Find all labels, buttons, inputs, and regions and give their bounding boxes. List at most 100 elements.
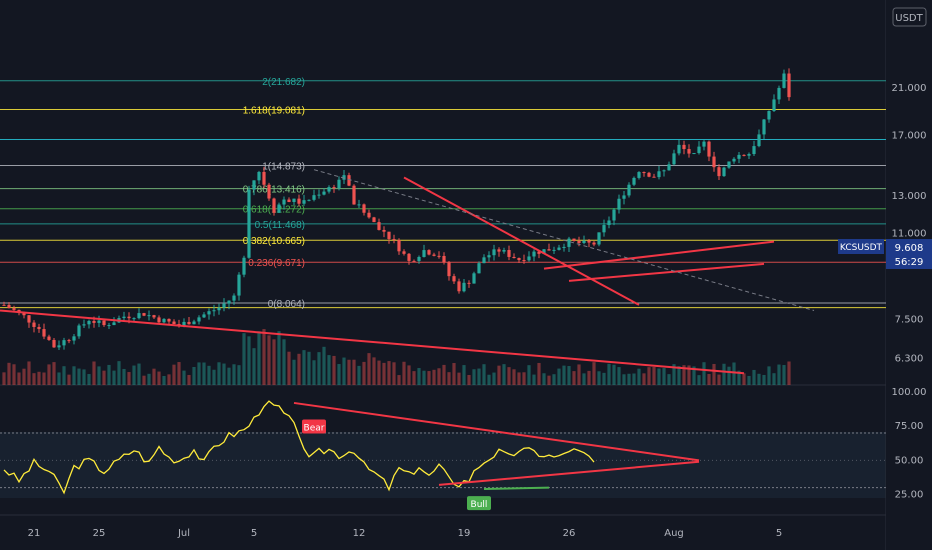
volume-bar [267,335,271,385]
rsi-trendline-upper[interactable] [293,401,700,462]
volume-bar [617,367,621,385]
volume-bar [612,364,616,385]
candle-body [537,251,541,254]
volume-bar [787,361,791,385]
rsi-trendline-lower[interactable] [438,460,700,486]
candle-body [577,240,581,244]
rsi-band-fill [0,432,886,498]
time-tick-label: 12 [353,528,366,539]
candle-body [217,307,221,311]
candle-body [247,189,251,258]
candle-body [507,250,511,257]
candle-body [492,249,496,256]
volume-bar [717,374,721,385]
candle-body [12,308,16,310]
volume-bar [497,365,501,385]
candle-body [522,260,526,262]
candle-body [602,225,606,233]
candle-body [702,141,706,147]
volume-bar [72,366,76,385]
candle-body [437,255,441,257]
time-tick-label: 19 [458,528,471,539]
candle-body [617,198,621,210]
candle-body [67,340,71,342]
volume-bar [2,372,6,385]
trendline-lower-channel[interactable] [568,262,765,282]
candle-body [652,176,656,178]
volume-bar [507,367,511,385]
volume-bar [342,357,346,385]
volume-bar [272,339,276,385]
candle-body [642,172,646,174]
volume-bar [197,362,201,385]
time-axis[interactable]: 21 25 Jul 5 12 19 26 Aug 5 [28,528,783,539]
candle-body [562,246,566,248]
volume-bar [12,364,16,385]
volume-bar [327,355,331,385]
candle-body [292,198,296,202]
volume-bar [477,368,481,385]
candle-body [92,320,96,323]
price-tick-label: 17.000 [892,130,927,141]
candle-body [222,303,226,308]
candle-body [672,153,676,165]
volume-bar [52,362,56,385]
candle-body [682,144,686,150]
currency-badge[interactable]: USDT [892,7,927,27]
trendline-long[interactable] [0,309,745,375]
trendline-upper-channel[interactable] [543,240,775,270]
candle-body [362,204,366,213]
candle-body [382,229,386,232]
volume-bar [732,362,736,385]
candle-body [77,325,81,337]
trendlines[interactable] [0,169,815,375]
candle-body [722,167,726,177]
candle-body [352,185,356,205]
price-axis[interactable]: 21.000 17.000 13.000 11.000 7.500 6.300 100.00… [886,0,932,550]
candle-body [407,253,411,261]
volume-bar [742,373,746,385]
trendline-descending[interactable] [403,176,640,306]
candle-body [357,204,361,206]
volume-bar [367,353,371,385]
volume-bar [37,371,41,385]
volume-bar [32,373,36,385]
candle-body [82,324,86,326]
candle-body [282,199,286,205]
rsi-bull-divergence[interactable] [483,486,550,491]
volume-bar [562,365,566,385]
candle-body [287,199,291,202]
volume-bar [772,373,776,385]
volume-bar [107,364,111,385]
volume-bar [667,374,671,385]
volume-bar [187,374,191,385]
candle-body [87,320,91,325]
volume-bar [337,364,341,385]
candle-body [632,177,636,185]
volume-bar [727,366,731,385]
price-tick-label: 6.300 [895,354,924,365]
volume-bar [387,361,391,385]
volume-bar [752,369,756,385]
candle-body [497,249,501,252]
volume-bar [222,363,226,385]
candle-body [167,318,171,322]
volume-bar [322,346,326,385]
volume-bar [647,367,651,385]
volume-bar [417,368,421,385]
candle-body [427,250,431,255]
candle-body [312,195,316,200]
candle-body [327,187,331,192]
volume-bar [782,365,786,385]
volume-bar [372,357,376,385]
volume-bar [182,370,186,385]
volume-bar [137,363,141,385]
trendline-dashed[interactable] [313,169,815,312]
volume-bar [277,331,281,385]
candle-body [472,273,476,284]
fib-level-label-3: 0.786(13.416) [243,185,305,196]
volume-bar [447,372,451,385]
volume-bar [132,365,136,385]
volume-bar [232,364,236,385]
